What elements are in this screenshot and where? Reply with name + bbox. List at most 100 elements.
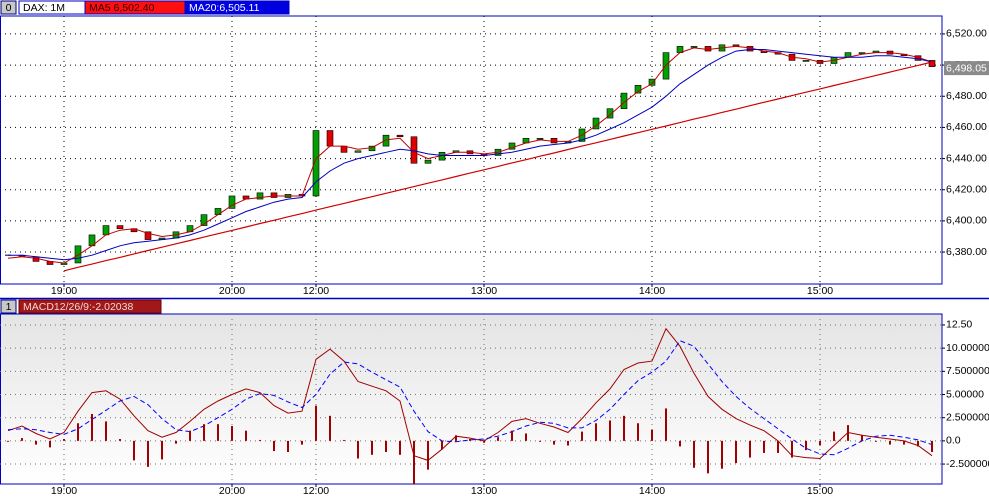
histogram-bar bbox=[161, 440, 163, 460]
histogram-bar bbox=[175, 440, 177, 444]
x-tick-label: 13:00 bbox=[471, 485, 497, 497]
candle bbox=[620, 92, 628, 110]
histogram-bar bbox=[357, 440, 359, 459]
histogram-bar bbox=[231, 426, 233, 441]
histogram-bar bbox=[77, 423, 79, 441]
candle bbox=[396, 134, 404, 138]
candle bbox=[508, 142, 516, 150]
histogram-bar bbox=[203, 424, 205, 441]
histogram-bar bbox=[413, 440, 415, 484]
histogram-bar bbox=[119, 439, 121, 441]
candle bbox=[550, 138, 558, 144]
x-tick-label: 15:00 bbox=[807, 285, 833, 297]
plot-background bbox=[0, 15, 943, 285]
candle bbox=[690, 46, 698, 48]
candle bbox=[928, 60, 936, 67]
panel-number-box bbox=[0, 299, 17, 314]
histogram-bar bbox=[847, 425, 849, 441]
x-tick-label: 14:00 bbox=[639, 285, 665, 297]
histogram-bar bbox=[665, 408, 667, 441]
histogram-bar bbox=[623, 415, 625, 441]
histogram-bar bbox=[329, 415, 331, 441]
histogram-bar bbox=[147, 440, 149, 467]
histogram-bar bbox=[819, 440, 821, 446]
histogram-bar bbox=[875, 440, 877, 442]
legend-label: DAX: 1M bbox=[23, 2, 65, 14]
histogram-bar bbox=[259, 439, 261, 441]
candle bbox=[354, 150, 362, 153]
candle bbox=[424, 159, 432, 164]
y-tick-label: 6,420.00 bbox=[946, 184, 987, 196]
histogram-bar bbox=[721, 440, 723, 469]
histogram-bar bbox=[777, 440, 779, 453]
indicator-title: MACD12/26/9:-2.02038 bbox=[23, 301, 133, 313]
candle bbox=[312, 130, 320, 197]
last-price-box bbox=[944, 61, 989, 76]
histogram-bar bbox=[553, 440, 555, 445]
histogram-bar bbox=[371, 440, 373, 455]
histogram-bar bbox=[525, 433, 527, 441]
histogram-bar bbox=[273, 440, 275, 452]
histogram-bar bbox=[497, 437, 499, 441]
legend-box bbox=[184, 0, 290, 15]
moving-average-line bbox=[8, 49, 933, 261]
histogram-bar bbox=[455, 435, 457, 441]
moving-average-line bbox=[7, 45, 933, 264]
candle bbox=[802, 60, 810, 62]
histogram-bar bbox=[469, 439, 471, 441]
histogram-bar bbox=[301, 440, 303, 445]
histogram-bar bbox=[483, 440, 485, 443]
histogram-bar bbox=[189, 430, 191, 441]
histogram-bar bbox=[651, 429, 653, 441]
candle bbox=[200, 214, 208, 226]
candle bbox=[648, 78, 656, 86]
histogram-bar bbox=[749, 440, 751, 458]
x-tick-label: 20:00 bbox=[219, 285, 245, 297]
histogram-bar bbox=[693, 440, 695, 468]
candle bbox=[382, 134, 390, 147]
histogram-bar bbox=[903, 440, 905, 445]
indicator-title-box bbox=[18, 299, 162, 314]
histogram-bar bbox=[833, 431, 835, 441]
candle bbox=[74, 245, 82, 264]
histogram-bar bbox=[581, 431, 583, 441]
histogram-bar bbox=[763, 440, 765, 453]
histogram-bar bbox=[399, 440, 401, 455]
plot-background bbox=[0, 313, 943, 485]
candle bbox=[606, 108, 614, 119]
x-tick-label: 14:00 bbox=[639, 485, 665, 497]
histogram-bar bbox=[287, 440, 289, 453]
candle bbox=[536, 138, 544, 140]
histogram-bar bbox=[637, 423, 639, 441]
histogram-bar bbox=[791, 440, 793, 458]
signal-line bbox=[7, 340, 933, 456]
histogram-bar bbox=[917, 440, 919, 447]
histogram-bar bbox=[385, 440, 387, 453]
histogram-bar bbox=[21, 438, 23, 441]
candle bbox=[858, 52, 866, 54]
histogram-bar bbox=[861, 435, 863, 441]
x-tick-label: 15:00 bbox=[807, 485, 833, 497]
histogram-bar bbox=[931, 440, 933, 453]
histogram-bar bbox=[7, 440, 9, 442]
histogram-bar bbox=[343, 439, 345, 441]
x-tick-label: 12:00 bbox=[303, 485, 329, 497]
x-tick-label: 19:00 bbox=[51, 485, 77, 497]
histogram-bar bbox=[679, 440, 681, 447]
histogram-bar bbox=[567, 440, 569, 446]
histogram-bar bbox=[315, 405, 317, 441]
histogram-bar bbox=[889, 440, 891, 445]
histogram-bar bbox=[105, 421, 107, 441]
panel-number: 0 bbox=[6, 2, 12, 14]
candle bbox=[144, 231, 152, 240]
histogram-bar bbox=[217, 424, 219, 441]
histogram-bar bbox=[805, 440, 807, 451]
candle bbox=[102, 225, 110, 236]
y-tick-label: 6,520.00 bbox=[946, 28, 987, 40]
histogram-bar bbox=[63, 439, 65, 441]
histogram-bar bbox=[539, 440, 541, 442]
candle bbox=[116, 225, 124, 229]
y-tick-label: 12.50 bbox=[946, 319, 972, 331]
